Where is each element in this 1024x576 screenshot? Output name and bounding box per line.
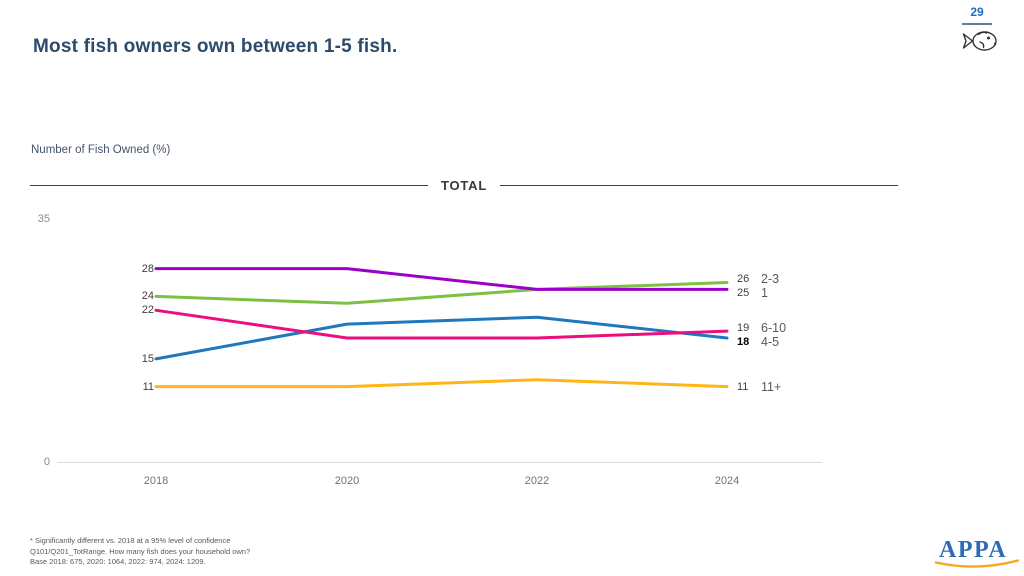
- x-tick-label: 2020: [334, 475, 360, 487]
- end-value-label: 11: [737, 380, 749, 393]
- footnote-line-1: * Significantly different vs. 2018 at a …: [30, 536, 231, 545]
- total-header: TOTAL: [30, 178, 898, 193]
- appa-logo-swoosh: [934, 559, 1020, 568]
- footnote: * Significantly different vs. 2018 at a …: [30, 536, 250, 568]
- series-name-label: 1: [761, 285, 768, 300]
- page-number-divider: [962, 23, 992, 25]
- series-line-2-3: [154, 281, 729, 305]
- page-number: 29: [970, 5, 984, 19]
- series-name-label: 11+: [761, 379, 782, 394]
- series-name-label: 6-10: [761, 320, 787, 335]
- start-value-label: 28: [141, 262, 154, 275]
- y-axis-min-label: 0: [43, 456, 50, 468]
- series-line-4-5: [154, 315, 729, 361]
- x-tick-label: 2024: [714, 475, 740, 487]
- start-value-label: 11: [142, 380, 154, 393]
- series-line-6-10: [154, 308, 729, 340]
- series-name-label: 4-5: [761, 334, 780, 349]
- slide-title: Most fish owners own between 1-5 fish.: [33, 36, 398, 57]
- end-value-label: 25: [737, 286, 750, 299]
- end-value-label: 18: [737, 335, 750, 348]
- total-header-label: TOTAL: [440, 178, 488, 193]
- footnote-line-2: Q101/Q201_TotRange. How many fish does y…: [30, 546, 251, 556]
- footnote-line-3: Base 2018: 675, 2020: 1064, 2022: 974, 2…: [30, 557, 206, 566]
- x-tick-label: 2018: [143, 475, 169, 487]
- series-name-label: 2-3: [761, 271, 780, 286]
- start-value-label: 24: [141, 290, 154, 303]
- end-value-label: 26: [737, 272, 750, 285]
- y-axis-max-label: 35: [37, 213, 50, 225]
- x-axis-line: [57, 462, 822, 463]
- end-value-label: 19: [737, 321, 750, 334]
- start-value-label: 22: [141, 304, 154, 317]
- total-header-left-rule: [30, 185, 428, 186]
- chart-axis-title: Number of Fish Owned (%): [31, 144, 171, 156]
- total-header-right-rule: [500, 185, 898, 186]
- series-line-1: [154, 267, 729, 291]
- x-tick-label: 2022: [524, 475, 550, 487]
- appa-logo: APPA: [933, 537, 1021, 571]
- series-line-11+: [154, 378, 729, 389]
- appa-logo-text: APPA: [939, 537, 1008, 563]
- fish-icon: [962, 31, 997, 51]
- start-value-label: 15: [141, 352, 154, 365]
